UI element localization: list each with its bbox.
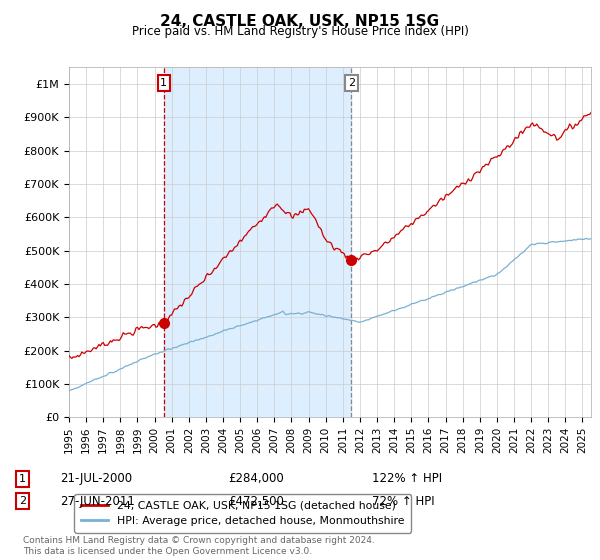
Text: 24, CASTLE OAK, USK, NP15 1SG: 24, CASTLE OAK, USK, NP15 1SG bbox=[160, 14, 440, 29]
Text: Contains HM Land Registry data © Crown copyright and database right 2024.
This d: Contains HM Land Registry data © Crown c… bbox=[23, 536, 374, 556]
Text: 2: 2 bbox=[19, 496, 26, 506]
Text: £472,500: £472,500 bbox=[228, 494, 284, 508]
Bar bbox=[164, 67, 351, 417]
Text: 21-JUL-2000: 21-JUL-2000 bbox=[60, 472, 132, 486]
Text: £284,000: £284,000 bbox=[228, 472, 284, 486]
Text: 2: 2 bbox=[347, 78, 355, 88]
Text: 72% ↑ HPI: 72% ↑ HPI bbox=[372, 494, 434, 508]
Text: Price paid vs. HM Land Registry's House Price Index (HPI): Price paid vs. HM Land Registry's House … bbox=[131, 25, 469, 38]
Text: 122% ↑ HPI: 122% ↑ HPI bbox=[372, 472, 442, 486]
Legend: 24, CASTLE OAK, USK, NP15 1SG (detached house), HPI: Average price, detached hou: 24, CASTLE OAK, USK, NP15 1SG (detached … bbox=[74, 494, 410, 533]
Text: 1: 1 bbox=[19, 474, 26, 484]
Text: 27-JUN-2011: 27-JUN-2011 bbox=[60, 494, 135, 508]
Text: 1: 1 bbox=[160, 78, 167, 88]
